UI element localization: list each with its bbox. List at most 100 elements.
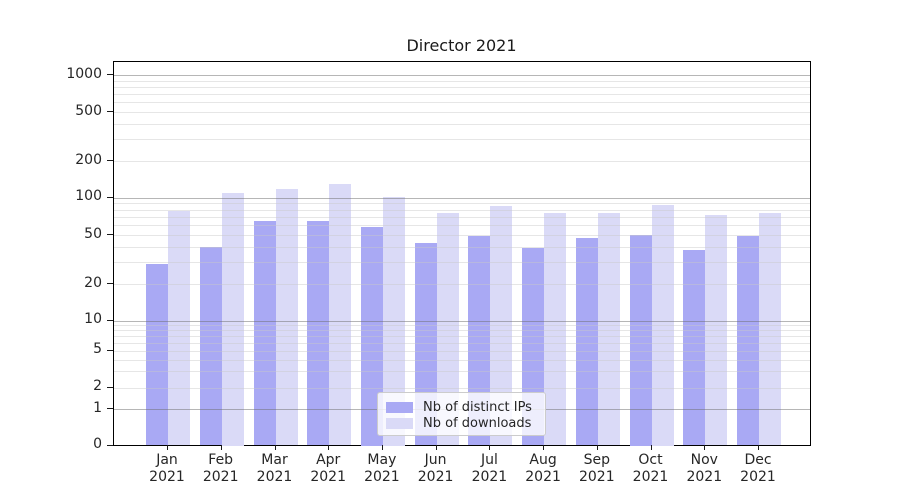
y-tick-label-200: 200 [75,152,102,168]
gridline-minor-80 [114,209,810,211]
bar-nb-of-distinct-ips-dec [737,236,759,446]
x-tick-label-mar: Mar 2021 [256,452,293,485]
x-tick-aug [543,445,545,450]
y-tick-500 [107,111,113,112]
gridline-minor-3 [114,371,810,373]
y-tick-20 [107,283,113,284]
y-tick-label-1: 1 [93,400,102,416]
bar-nb-of-downloads-aug [544,213,567,446]
gridline-minor-200 [114,161,810,162]
gridline-minor-9 [114,325,810,327]
x-tick-jul [489,445,491,450]
legend-swatch-downloads [386,417,413,429]
gridline-minor-90 [114,203,810,205]
bar-nb-of-downloads-jun [436,213,459,446]
x-tick-label-dec: Dec 2021 [740,452,776,485]
y-tick-label-100: 100 [75,188,102,204]
x-tick-may [381,445,383,450]
y-tick-1 [107,408,113,409]
x-tick-apr [328,445,330,450]
gridline-minor-700 [114,94,810,95]
bar-nb-of-downloads-apr [329,184,352,446]
x-tick-label-may: May 2021 [364,452,400,485]
gridline-minor-60 [114,225,810,227]
bar-nb-of-distinct-ips-apr [307,220,330,446]
bar-nb-of-distinct-ips-feb [199,246,222,446]
x-tick-label-feb: Feb 2021 [202,452,239,485]
x-tick-label-jan: Jan 2021 [149,452,185,485]
gridline-minor-900 [114,80,810,82]
legend-label-distinct-ips: Nb of distinct IPs [423,399,532,415]
y-tick-2 [107,387,113,388]
plot-area [113,61,811,446]
y-tick-label-10: 10 [84,311,102,327]
gridline-minor-70 [114,216,810,218]
gridline-major-1000 [114,75,810,76]
y-tick-10 [107,320,113,321]
gridline-minor-500 [114,112,810,113]
y-tick-label-1000: 1000 [66,66,102,82]
gridline-minor-30 [114,262,810,264]
gridline-minor-600 [114,102,810,104]
legend-swatch-distinct-ips [386,401,413,413]
x-tick-mar [274,445,276,450]
legend-item-downloads: Nb of downloads [386,415,545,431]
bar-nb-of-downloads-mar [275,189,298,446]
bar-nb-of-downloads-sep [597,213,620,446]
x-tick-label-jun: Jun 2021 [417,452,454,485]
y-tick-0 [107,445,113,446]
bar-nb-of-distinct-ips-jan [146,264,168,446]
y-tick-label-20: 20 [84,275,102,291]
bar-nb-of-downloads-dec [759,213,781,446]
gridline-major-100 [114,197,810,199]
bar-nb-of-distinct-ips-oct [629,235,652,446]
x-tick-label-apr: Apr 2021 [310,452,346,485]
y-tick-200 [107,160,113,161]
x-tick-label-aug: Aug 2021 [525,452,561,485]
gridline-minor-40 [114,246,810,248]
gridline-major-10 [114,320,810,322]
gridline-minor-400 [114,123,810,125]
legend-item-distinct-ips: Nb of distinct IPs [386,399,545,415]
x-tick-nov [704,445,706,450]
bar-nb-of-distinct-ips-sep [575,238,598,446]
x-tick-jun [435,445,437,450]
x-tick-oct [650,445,652,450]
legend: Nb of distinct IPs Nb of downloads [377,392,546,436]
gridline-minor-6 [114,342,810,344]
x-tick-label-oct: Oct 2021 [632,452,669,485]
y-tick-label-50: 50 [84,226,102,242]
x-tick-feb [220,445,222,450]
gridline-minor-4 [114,359,810,361]
gridline-minor-2 [114,387,810,389]
chart-title: Director 2021 [406,36,517,55]
bar-nb-of-downloads-feb [221,192,244,446]
y-tick-label-0: 0 [93,436,102,452]
bar-nb-of-distinct-ips-may [360,227,383,446]
bar-nb-of-downloads-nov [705,215,728,446]
x-tick-sep [596,445,598,450]
gridline-minor-5 [114,350,810,352]
bar-nb-of-downloads-jul [490,206,513,446]
x-tick-label-jul: Jul 2021 [471,452,508,485]
x-tick-label-nov: Nov 2021 [686,452,723,485]
x-tick-label-sep: Sep 2021 [578,452,615,485]
y-tick-label-2: 2 [93,378,102,394]
gridline-minor-300 [114,139,810,141]
gridline-minor-800 [114,86,810,88]
y-tick-1000 [107,74,113,75]
y-tick-100 [107,197,113,198]
bar-nb-of-downloads-jan [168,210,190,446]
y-tick-50 [107,234,113,235]
y-tick-label-5: 5 [93,341,102,357]
legend-label-downloads: Nb of downloads [423,415,532,431]
gridline-minor-7 [114,335,810,337]
bar-nb-of-distinct-ips-mar [253,220,276,446]
x-tick-jan [167,445,168,450]
bar-nb-of-distinct-ips-nov [683,249,706,446]
y-tick-label-500: 500 [75,103,102,119]
gridline-minor-8 [114,330,810,332]
y-tick-5 [107,350,113,351]
gridline-minor-20 [114,284,810,285]
